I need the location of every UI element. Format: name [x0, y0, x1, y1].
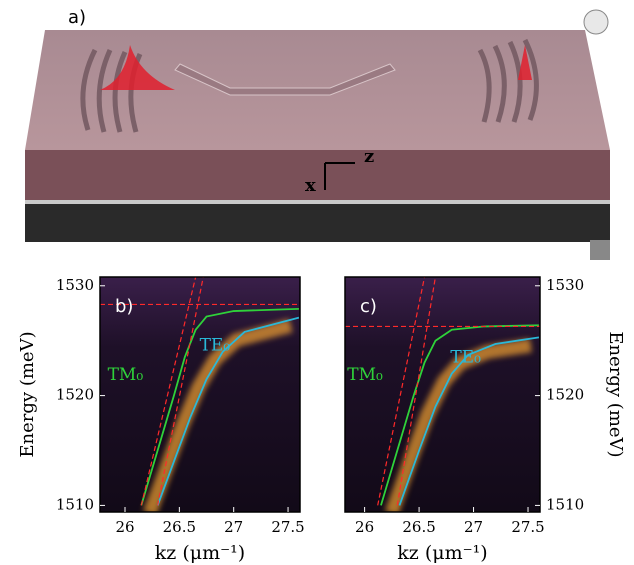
dispersion-curve [398, 336, 540, 506]
panel-label: a) [68, 7, 86, 28]
x-tick-label: 26.5 [402, 518, 435, 536]
y-tick-label: 1510 [546, 495, 584, 513]
x-axis-label: kz (μm⁻¹) [397, 542, 487, 564]
y-tick-label: 1530 [56, 276, 94, 294]
y-tick-label: 1510 [56, 495, 94, 513]
guide-line [396, 277, 437, 506]
guide-line [140, 277, 197, 506]
y-tick-label: 1520 [546, 386, 584, 404]
axis-label: z [364, 146, 374, 167]
curve-label: TM₀ [108, 365, 144, 385]
y-axis-label: Energy (meV) [17, 331, 38, 457]
panel-label: c) [360, 296, 377, 317]
x-tick-label: 27 [224, 518, 243, 536]
y-tick-label: 1530 [546, 276, 584, 294]
x-tick-label: 26 [115, 518, 134, 536]
dispersion-curve [140, 307, 299, 506]
curve-label: TE₀ [200, 335, 231, 355]
guide-line [377, 277, 426, 506]
x-tick-label: 27.5 [511, 518, 544, 536]
plot-area [100, 277, 300, 512]
guide-line [157, 277, 204, 506]
x-tick-label: 26.5 [163, 518, 196, 536]
x-tick-label: 26 [355, 518, 374, 536]
y-axis-label: Energy (meV) [605, 331, 626, 457]
x-tick-label: 27.5 [271, 518, 304, 536]
x-axis-label: kz (μm⁻¹) [155, 542, 245, 564]
plot-frame [99, 276, 301, 513]
x-tick-label: 27 [464, 518, 483, 536]
plot-frame [344, 276, 541, 513]
curve-label: TE₀ [450, 347, 481, 367]
panel-label: b) [115, 296, 133, 317]
mode-glow [384, 338, 532, 512]
y-tick-label: 1520 [56, 386, 94, 404]
curve-label: TM₀ [347, 365, 383, 385]
dispersion-curve [156, 316, 300, 506]
axis-label: x [305, 175, 316, 196]
device-render: a) z x [25, 7, 610, 260]
plot-area [345, 277, 540, 512]
dispersion-curve [380, 324, 539, 506]
